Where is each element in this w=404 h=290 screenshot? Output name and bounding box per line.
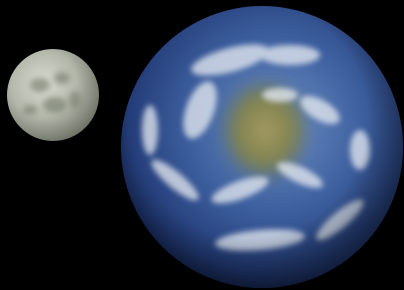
earth [121,6,403,288]
page: (() => { const data = JSON.parse(documen… [0,0,404,290]
scene [0,0,404,290]
moon [7,49,99,141]
